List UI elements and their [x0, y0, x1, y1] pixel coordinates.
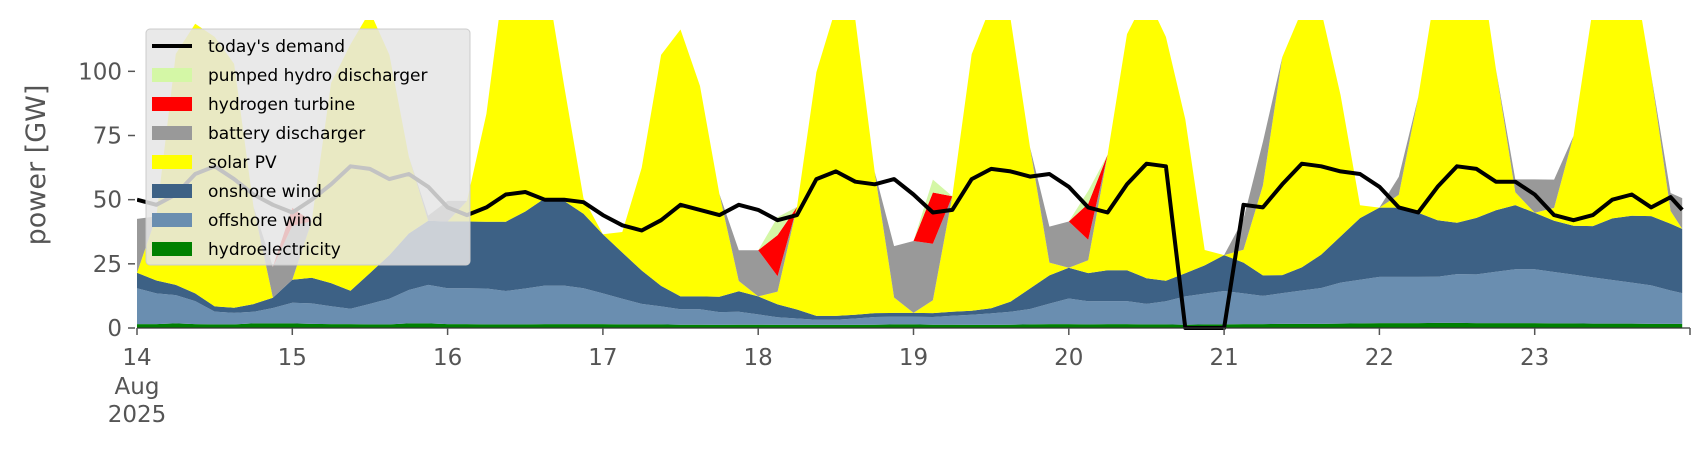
x-tick-label: 17 — [588, 345, 617, 371]
legend-label-hydroelectricity: hydroelectricity — [208, 240, 341, 260]
legend-swatch-pumped-hydro-discharger — [152, 68, 192, 82]
area-onshore-wind — [137, 198, 1683, 320]
x-tick-label: 18 — [744, 345, 773, 371]
legend-label-battery-discharger: battery discharger — [208, 124, 365, 144]
x-tick-label: 19 — [899, 345, 928, 371]
legend-swatch-hydrogen-turbine — [152, 97, 192, 111]
legend-label-hydrogen-turbine: hydrogen turbine — [208, 95, 355, 115]
x-tick-label: 22 — [1365, 345, 1394, 371]
x-tick-label: 16 — [433, 345, 462, 371]
legend-swatch-battery-discharger — [152, 126, 192, 140]
y-tick-label: 0 — [107, 316, 122, 342]
y-tick-label: 75 — [93, 124, 122, 150]
stacked-areas — [137, 20, 1683, 328]
legend-swatch-onshore-wind — [152, 184, 192, 198]
x-tick-label: 23 — [1520, 345, 1549, 371]
x-tick-label: 20 — [1054, 345, 1083, 371]
legend-box — [145, 28, 471, 266]
x-tick-label: 14 — [122, 345, 151, 371]
area-battery-discharger — [137, 20, 1683, 313]
legend-swatch-solar-pv — [152, 155, 192, 169]
area-hydroelectricity — [137, 322, 1683, 328]
y-tick-label: 100 — [78, 59, 122, 85]
legend-label-solar-pv: solar PV — [208, 153, 277, 173]
legend-label-onshore-wind: onshore wind — [208, 182, 322, 202]
x-tick-sub-label: Aug — [115, 374, 160, 400]
x-tick-label: 15 — [278, 345, 307, 371]
area-offshore-wind — [137, 269, 1683, 325]
x-tick-label: 21 — [1209, 345, 1238, 371]
legend-label-pumped-hydro-discharger: pumped hydro discharger — [208, 66, 427, 86]
legend: today's demand pumped hydro discharger hyd… — [145, 28, 471, 266]
legend-label-today-s-demand: today's demand — [208, 37, 345, 57]
y-axis-label: power [GW] — [21, 85, 52, 246]
legend-label-offshore-wind: offshore wind — [208, 211, 323, 231]
legend-swatch-offshore-wind — [152, 213, 192, 227]
x-tick-sub-label: 2025 — [108, 402, 167, 428]
y-tick-label: 50 — [93, 188, 122, 214]
area-solar-pv — [137, 20, 1683, 316]
y-tick-label: 25 — [93, 252, 122, 278]
legend-swatch-hydroelectricity — [152, 242, 192, 256]
